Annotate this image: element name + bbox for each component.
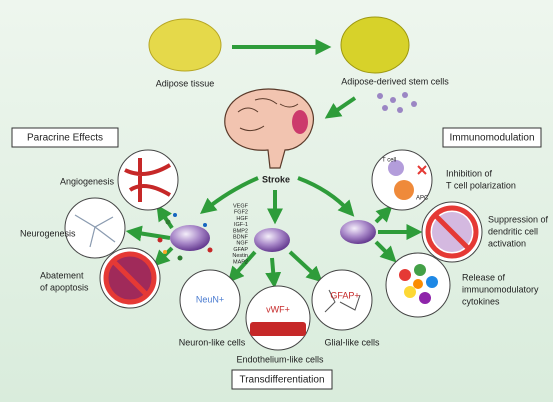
factor: NGF	[236, 241, 248, 247]
small-cells	[377, 92, 417, 113]
arrows	[125, 176, 423, 289]
label: Adipose tissue	[156, 78, 215, 88]
label: T cell polarization	[446, 180, 516, 190]
marker-label: GFAP+	[330, 290, 359, 300]
label: Angiogenesis	[60, 176, 115, 186]
label: Glial-like cells	[324, 337, 380, 347]
forbid	[103, 251, 157, 305]
label: Inhibition of	[446, 168, 493, 178]
marker-label: vWF+	[266, 304, 290, 314]
label: cytokines	[462, 296, 500, 306]
label: APC	[416, 196, 429, 202]
apc-cell	[394, 180, 414, 200]
label: Paracrine Effects	[27, 133, 103, 144]
cross	[417, 165, 427, 175]
label: Suppression of	[488, 214, 549, 224]
section-box: Paracrine Effects	[11, 127, 119, 148]
neuron-image	[179, 269, 241, 331]
factor: MAP2	[233, 259, 248, 265]
factor: FGF2	[234, 210, 248, 216]
secreted-factors	[157, 213, 213, 261]
stem-cell	[170, 225, 210, 251]
angiogenesis-image	[117, 149, 179, 211]
marker-label: NeuN+	[196, 294, 224, 304]
label: Release of	[462, 272, 506, 282]
factor: BMP2	[233, 228, 248, 234]
brain	[224, 88, 314, 169]
label: Abatement	[40, 270, 84, 280]
factor: IGF-1	[234, 222, 248, 228]
label: immunomodulatory	[462, 284, 539, 294]
endothelium-image	[245, 285, 311, 351]
factor: VEGF	[233, 203, 249, 209]
arrow	[324, 96, 357, 119]
section-box: Immunomodulation	[442, 127, 542, 148]
tcell	[388, 160, 404, 176]
factor: HGF	[236, 216, 248, 222]
tcell-image	[371, 149, 433, 211]
forbid	[433, 213, 471, 251]
factor: BDNF	[233, 234, 249, 240]
glia	[324, 289, 361, 313]
factor: GFAP	[233, 247, 248, 253]
label: Endothelium-like cells	[236, 354, 324, 364]
label: dendritic cell	[488, 226, 538, 236]
forbid	[425, 205, 479, 259]
forbid	[111, 259, 149, 297]
section-box: Transdifferentiation	[231, 369, 333, 390]
label: Immunomodulation	[449, 133, 534, 144]
label: T cell	[382, 158, 396, 164]
vessels	[124, 158, 172, 202]
label: Adipose-derived stem cells	[341, 76, 449, 86]
label: activation	[488, 238, 526, 248]
adipose-tissue	[148, 18, 222, 72]
stem-cell	[254, 228, 290, 252]
cytokines	[399, 264, 438, 304]
stem-cells	[340, 16, 410, 74]
neurons	[74, 214, 116, 248]
label: of apoptosis	[40, 282, 89, 292]
factor: Nestin	[232, 253, 248, 259]
label: Transdifferentiation	[239, 375, 324, 386]
label: Neuron-like cells	[179, 337, 246, 347]
vessel	[250, 322, 306, 336]
factor-list: VEGFFGF2HGFIGF-1BMP2BDNFNGFGFAPNestinMAP…	[232, 203, 248, 265]
glial-image	[311, 269, 373, 331]
label: Stroke	[262, 174, 290, 184]
stem-cell	[340, 220, 376, 244]
label: Neurogenesis	[20, 228, 76, 238]
